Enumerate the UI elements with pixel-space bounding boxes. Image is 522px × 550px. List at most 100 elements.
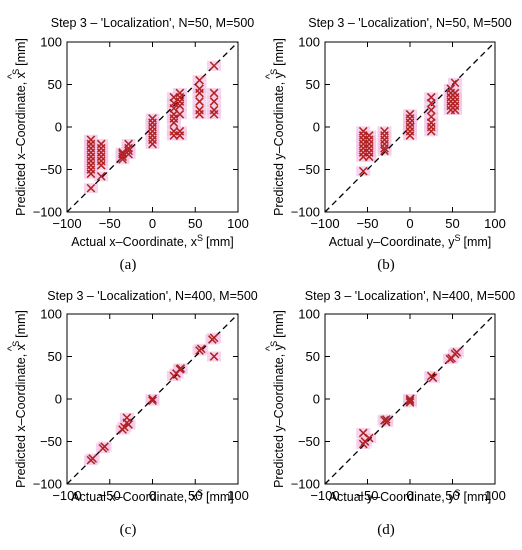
data-point: [119, 422, 129, 432]
y-tick-label: 100: [40, 307, 62, 322]
data-point: [405, 394, 415, 404]
y-tick-label: −100: [33, 477, 62, 492]
y-tick-label: 50: [48, 349, 62, 364]
data-point: [176, 364, 186, 373]
x-axis-label: Actual x–Coordinate, xS [mm]: [71, 488, 234, 504]
x-tick-label: 0: [406, 488, 413, 503]
y-tick-label: −50: [40, 162, 62, 177]
y-axis-label-unit: [mm]: [14, 310, 28, 338]
y-tick-label: −50: [298, 162, 320, 177]
x-tick-label: 100: [484, 216, 506, 231]
x-tick-label: 100: [227, 488, 249, 503]
y-tick-label: 50: [306, 77, 320, 92]
panel-label: (a): [120, 257, 137, 273]
chart-panel-3: Step 3 – 'Localization', N=400, M=500 −10…: [6, 289, 258, 538]
x-tick-label: 100: [227, 216, 249, 231]
x-axis-label-text: Actual y–Coordinate, y: [329, 235, 456, 249]
data-point: [124, 139, 133, 149]
data-point: [450, 105, 460, 115]
y-axis-label-hat: ^: [6, 73, 18, 79]
y-axis-label: Predicted y–Coordinate, y^S [mm]: [264, 310, 286, 488]
data-point: [148, 394, 157, 404]
y-axis-label-group: Predicted x–Coordinate, x^S [mm]: [6, 310, 28, 488]
y-tick-label: −50: [298, 434, 320, 449]
data-point: [209, 109, 219, 119]
y-axis-label-text: Predicted x–Coordinate, x: [14, 343, 28, 488]
y-axis-label-text: Predicted y–Coordinate, y: [272, 343, 286, 488]
chart-title: Step 3 – 'Localization', N=50, M=500: [308, 16, 512, 30]
data-point: [426, 105, 436, 115]
y-axis-label-group: Predicted y–Coordinate, y^S [mm]: [264, 38, 286, 216]
data-point: [175, 101, 185, 111]
x-axis-label-sup: S: [454, 233, 460, 243]
x-axis-label-sup: S: [197, 488, 203, 498]
data-point: [88, 454, 97, 463]
y-axis-label-sup: S: [269, 69, 279, 75]
y-tick-label: 0: [55, 120, 62, 135]
data-point: [381, 415, 391, 424]
data-point: [124, 420, 133, 429]
data-point: [195, 88, 204, 98]
data-point: [86, 183, 96, 193]
data-point: [381, 417, 391, 427]
y-axis-label-sup: S: [11, 341, 21, 347]
x-tick-label: 0: [406, 216, 413, 231]
data-point: [209, 352, 219, 361]
chart-title: Step 3 – 'Localization', N=400, M=500: [47, 289, 258, 303]
data-point: [124, 146, 133, 156]
data-point: [405, 396, 415, 406]
data-point: [96, 171, 106, 181]
data-point: [426, 98, 436, 108]
y-axis-label: Predicted x–Coordinate, x^S [mm]: [6, 310, 28, 488]
x-axis-label-text: Actual y–Coordinate, y: [329, 490, 456, 504]
data-point: [364, 131, 374, 140]
y-axis-label-hat: ^: [264, 73, 276, 79]
y-tick-label: −50: [40, 434, 62, 449]
data-point: [209, 88, 219, 98]
data-point: [209, 333, 219, 343]
x-tick-label: −50: [356, 216, 378, 231]
y-tick-label: −100: [291, 205, 320, 220]
x-axis-label-sup: S: [454, 488, 460, 498]
data-point: [358, 166, 368, 176]
y-tick-label: 100: [298, 307, 320, 322]
x-axis-label-unit: [mm]: [206, 490, 234, 504]
y-axis-label-hat: ^: [264, 345, 276, 351]
x-axis-label: Actual y–Coordinate, yS [mm]: [329, 233, 492, 249]
x-axis-label-unit: [mm]: [464, 490, 492, 504]
data-point: [450, 78, 460, 88]
x-axis-label-unit: [mm]: [206, 235, 234, 249]
x-axis-label-text: Actual x–Coordinate, x: [71, 490, 198, 504]
x-tick-label: 50: [188, 216, 202, 231]
x-tick-label: 50: [445, 488, 459, 503]
data-point: [364, 433, 374, 443]
x-axis-label-unit: [mm]: [464, 235, 492, 249]
y-axis-label-unit: [mm]: [14, 38, 28, 66]
x-tick-label: 0: [149, 216, 156, 231]
chart-title: Step 3 – 'Localization', N=400, M=500: [305, 289, 516, 303]
x-tick-label: −100: [310, 488, 339, 503]
y-tick-label: 50: [48, 77, 62, 92]
x-tick-label: −50: [99, 216, 121, 231]
data-point: [148, 396, 157, 406]
data-point: [209, 61, 219, 71]
x-tick-label: 0: [149, 488, 156, 503]
x-tick-label: −100: [52, 216, 81, 231]
data-point: [426, 126, 436, 136]
y-axis-label: Predicted y–Coordinate, y^S [mm]: [264, 38, 286, 216]
data-point: [405, 398, 415, 407]
x-axis-label-text: Actual x–Coordinate, x: [71, 235, 198, 249]
y-axis-label-unit: [mm]: [272, 310, 286, 338]
x-axis-label: Actual x–Coordinate, xS [mm]: [71, 233, 234, 249]
x-tick-label: 50: [445, 216, 459, 231]
chart-title: Step 3 – 'Localization', N=50, M=500: [51, 16, 255, 30]
y-tick-label: 0: [313, 120, 320, 135]
data-point: [100, 442, 109, 451]
data-point: [380, 146, 389, 156]
y-axis-label-text: Predicted y–Coordinate, y: [272, 71, 286, 216]
x-tick-label: 100: [484, 488, 506, 503]
data-point: [86, 135, 96, 145]
panel-label: (c): [120, 522, 137, 538]
data-point: [380, 126, 389, 136]
x-tick-label: −50: [99, 488, 121, 503]
